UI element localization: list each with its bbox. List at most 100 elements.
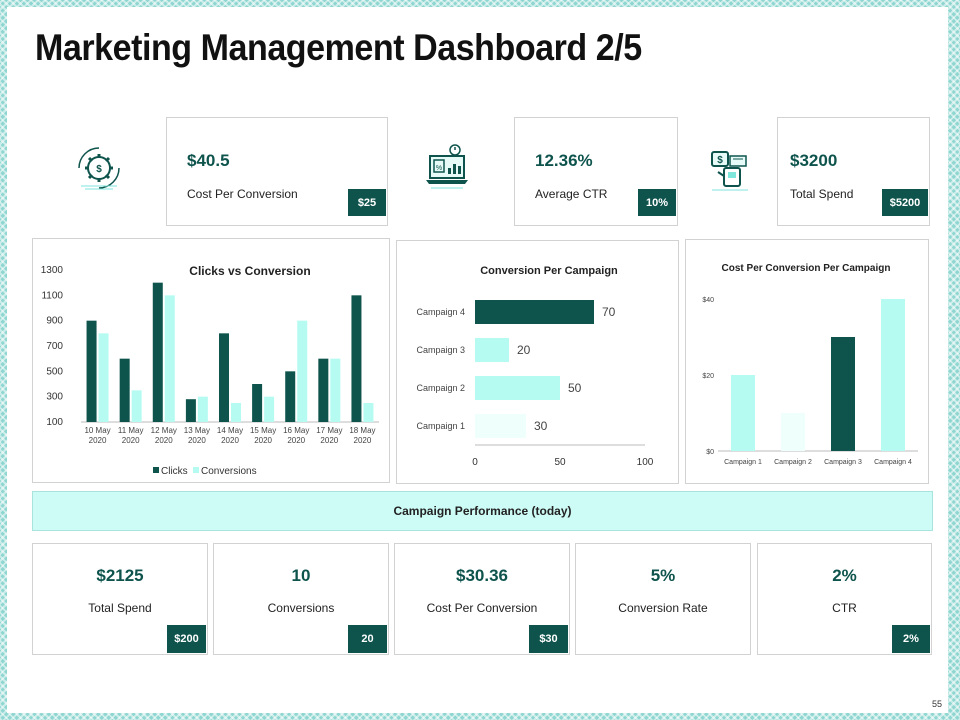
clicks-vs-conversion-chart: Clicks vs Conversion 1300 1100 900 700 500 300…: [32, 238, 390, 483]
bar-campaign: [881, 299, 905, 451]
svg-text:$: $: [96, 164, 102, 175]
legend-swatch-conversions: [193, 467, 199, 473]
kpi-badge: $30: [529, 625, 568, 653]
kpi-value: 5%: [650, 566, 676, 585]
kpi-value: $40.5: [187, 151, 230, 170]
kpi-badge: $25: [348, 189, 386, 216]
data-label: 70: [602, 305, 616, 319]
kpi-value: 12.36%: [535, 151, 593, 170]
bar-campaign: [731, 375, 755, 451]
y-tick-label: 900: [46, 316, 63, 327]
bottom-kpi-cost-per-conversion: $30.36 Cost Per Conversion $30: [394, 543, 570, 655]
x-tick-label: Campaign 2: [774, 459, 812, 466]
clicks-vs-conversion-svg: Clicks vs Conversion 1300 1100 900 700 500 300…: [41, 264, 379, 477]
kpi-card-total-spend: $3200 Total Spend $5200: [777, 117, 930, 226]
x-tick-label: 50: [554, 457, 566, 468]
x-tick-label: Campaign 4: [874, 459, 912, 466]
y-tick-label: $0: [706, 449, 714, 456]
x-tick-label: 2020: [221, 436, 239, 445]
bottom-kpi-conversion-rate: 5% Conversion Rate: [575, 543, 751, 655]
bar-conversions: [131, 390, 142, 422]
kpi-card-cost-per-conversion: $40.5 Cost Per Conversion $25: [166, 117, 388, 226]
kpi-label: Cost Per Conversion: [187, 187, 298, 201]
kpi-label: Conversions: [267, 601, 335, 615]
bar-clicks: [86, 320, 97, 422]
kpi-value: 10: [291, 566, 311, 585]
x-tick-label: 16 May: [283, 426, 309, 435]
cost-per-conversion-chart: Cost Per Conversion Per Campaign $40 $20 $0…: [685, 239, 929, 484]
kpi-badge: 10%: [638, 189, 676, 216]
x-tick-label: 14 May: [217, 426, 243, 435]
bar-campaign: [831, 337, 855, 451]
bar-conversions: [297, 320, 308, 422]
data-label: 20: [517, 343, 531, 357]
svg-text:$: $: [717, 155, 723, 166]
bar-clicks: [185, 399, 196, 422]
kpi-value: $3200: [790, 151, 838, 170]
bar-conversions: [164, 295, 175, 422]
page-title: Marketing Management Dashboard 2/5: [35, 27, 642, 68]
bar-clicks: [219, 333, 229, 422]
y-tick-label: $20: [702, 373, 714, 380]
kpi-label: Average CTR: [535, 187, 608, 201]
kpi-label: CTR: [832, 601, 857, 615]
legend-label-conversions: Conversions: [201, 466, 257, 477]
kpi-value: $2125: [96, 566, 144, 585]
kpi-label: Total Spend: [790, 187, 854, 201]
conversion-per-campaign-svg: Conversion Per Campaign Campaign 4 70 Campa…: [416, 265, 654, 468]
legend-label-clicks: Clicks: [161, 466, 188, 477]
kpi-value: 2%: [832, 566, 857, 585]
laptop-chart-icon: %: [426, 144, 468, 189]
x-tick-label: 2020: [354, 436, 372, 445]
slide: Marketing Management Dashboard 2/5 $ % $: [7, 7, 948, 713]
bottom-kpi-ctr: 2% CTR 2%: [757, 543, 932, 655]
cost-per-conversion-svg: Cost Per Conversion Per Campaign $40 $20 $0…: [702, 263, 918, 466]
x-tick-label: 15 May: [250, 426, 276, 435]
bar-clicks: [119, 358, 130, 422]
kpi-badge: 20: [348, 625, 387, 653]
bar-campaign: [475, 300, 594, 324]
bar-conversions: [264, 396, 275, 422]
bar-campaign: [781, 413, 805, 451]
svg-text:%: %: [436, 165, 442, 172]
kpi-value: $30.36: [456, 566, 508, 585]
x-tick-label: 10 May: [84, 426, 110, 435]
bar-campaign: [475, 414, 526, 438]
conversion-per-campaign-chart: Conversion Per Campaign Campaign 4 70 Campa…: [396, 240, 679, 484]
legend-swatch-clicks: [153, 467, 159, 473]
x-tick-label: 2020: [188, 436, 206, 445]
x-tick-label: 2020: [254, 436, 272, 445]
bar-conversions: [330, 358, 341, 422]
y-tick-label: $40: [702, 297, 714, 304]
kpi-badge: $5200: [882, 189, 928, 216]
kpi-badge: $200: [167, 625, 206, 653]
x-tick-label: 100: [637, 457, 654, 468]
gear-dollar-icon: $: [78, 147, 120, 190]
bar-conversions: [98, 333, 109, 422]
y-tick-label: Campaign 3: [416, 345, 465, 355]
y-tick-label: Campaign 2: [416, 383, 465, 393]
bar-conversions: [363, 403, 374, 422]
y-tick-label: 500: [46, 366, 63, 377]
x-tick-label: 2020: [89, 436, 107, 445]
x-tick-label: 17 May: [316, 426, 342, 435]
x-tick-label: 0: [472, 457, 478, 468]
y-tick-label: 100: [46, 417, 63, 428]
chart-title: Conversion Per Campaign: [480, 265, 618, 277]
x-tick-label: 2020: [122, 436, 140, 445]
x-tick-label: 2020: [320, 436, 338, 445]
y-tick-label: Campaign 1: [416, 421, 465, 431]
bar-campaign: [475, 338, 509, 362]
data-label: 50: [568, 381, 582, 395]
x-tick-label: 2020: [155, 436, 173, 445]
kpi-label: Conversion Rate: [618, 601, 708, 615]
x-tick-label: Campaign 3: [824, 459, 862, 466]
bar-conversions: [231, 403, 241, 422]
x-tick-label: 12 May: [151, 426, 177, 435]
bar-clicks: [152, 282, 163, 422]
money-transfer-icon: $: [711, 151, 748, 191]
bar-clicks: [252, 384, 263, 422]
bar-clicks: [318, 358, 329, 422]
x-tick-label: 13 May: [184, 426, 210, 435]
data-label: 30: [534, 419, 548, 433]
